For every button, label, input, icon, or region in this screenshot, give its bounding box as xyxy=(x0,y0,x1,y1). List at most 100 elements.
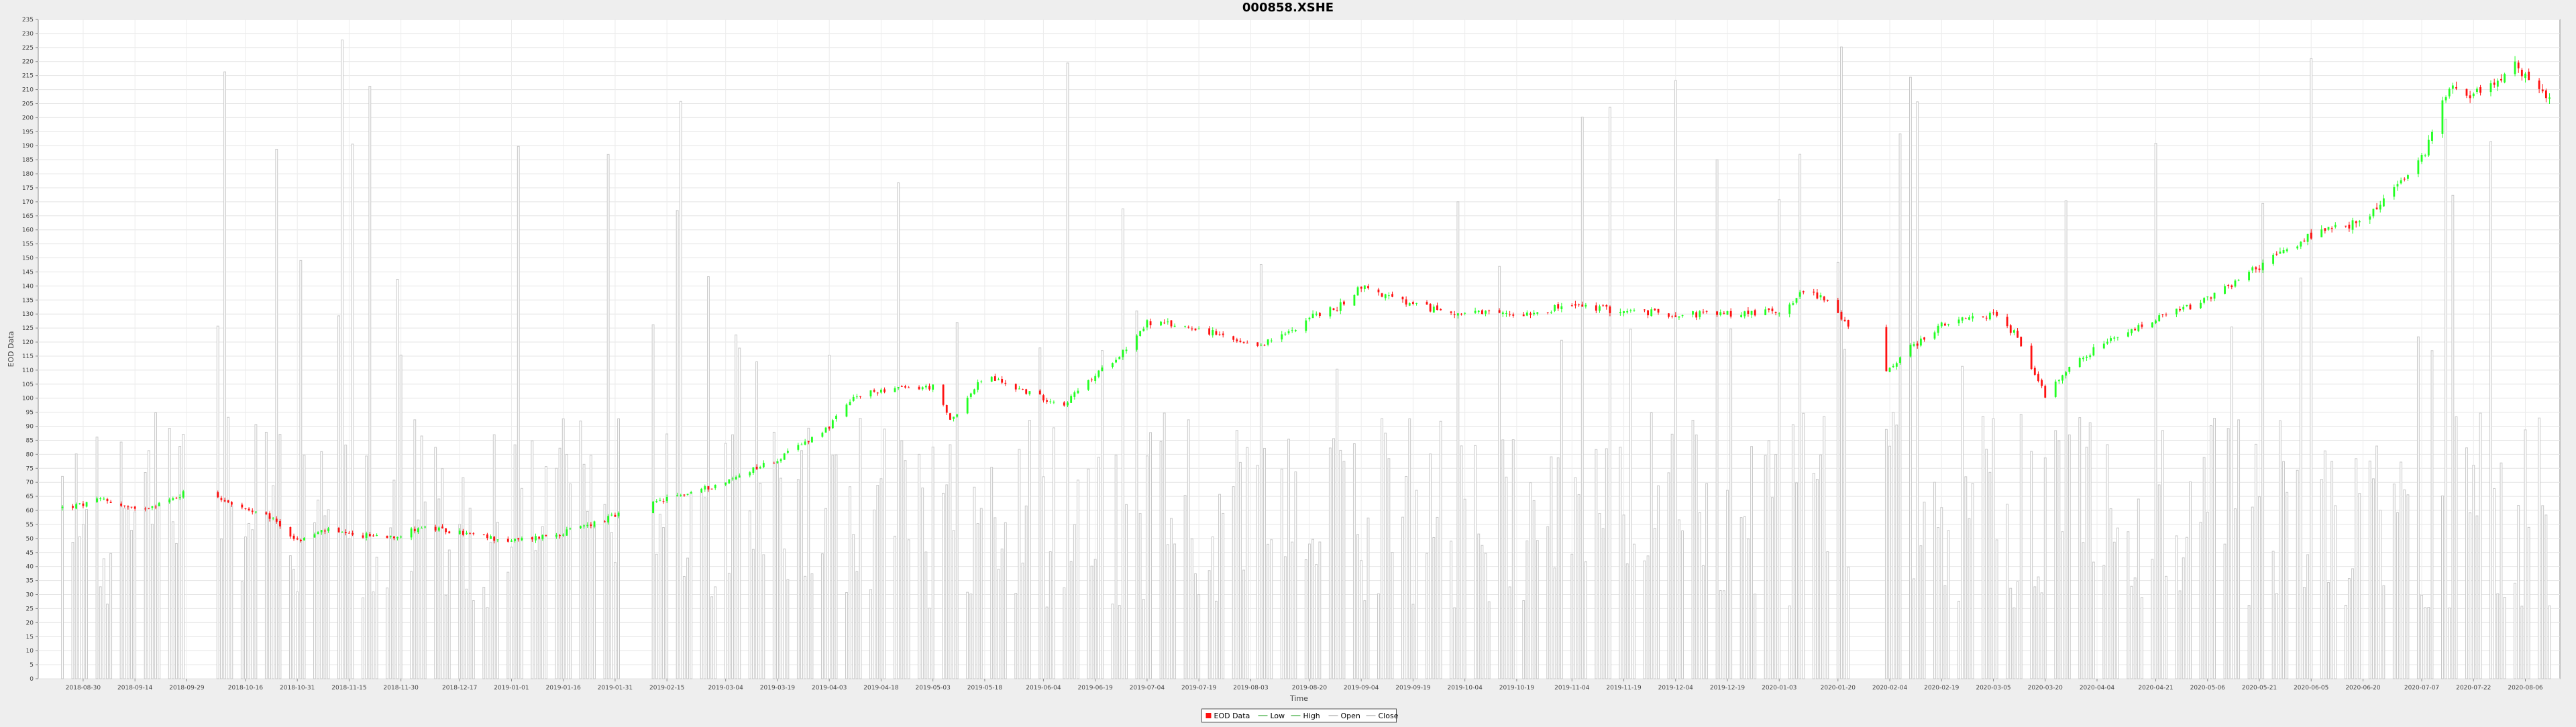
candle-body xyxy=(1239,340,1242,342)
y-tick-label: 110 xyxy=(22,368,34,374)
volume-bar xyxy=(2420,595,2423,679)
volume-bar xyxy=(2151,559,2154,679)
candle-body xyxy=(2176,309,2178,315)
candle-body xyxy=(82,503,85,506)
x-tick-label: 2019-08-03 xyxy=(1233,685,1268,691)
volume-bar xyxy=(2043,457,2047,679)
volume-bar xyxy=(1114,455,1118,679)
volume-bar xyxy=(1111,604,1114,679)
x-tick-label: 2020-04-21 xyxy=(2138,685,2173,691)
volume-bar xyxy=(2175,535,2178,679)
candle-body xyxy=(2131,329,2133,333)
candle-body xyxy=(707,486,710,490)
candle-body xyxy=(2030,345,2033,370)
candle-body xyxy=(924,386,927,388)
volume-bar xyxy=(272,485,275,679)
candle-body xyxy=(665,496,668,502)
volume-bar xyxy=(1215,600,1218,679)
candle-body xyxy=(728,479,731,484)
volume-bar xyxy=(1028,420,1031,679)
candle-body xyxy=(610,514,613,516)
candle-body xyxy=(1194,328,1197,331)
candle-body xyxy=(2251,267,2254,271)
volume-bar xyxy=(1595,449,1598,679)
candle-body xyxy=(1287,331,1290,334)
volume-bar xyxy=(2310,58,2313,679)
volume-bar xyxy=(658,514,661,679)
candle-body xyxy=(807,441,810,443)
volume-bar xyxy=(1183,495,1187,679)
y-tick-label: 10 xyxy=(26,648,34,655)
y-tick-label: 75 xyxy=(26,465,34,472)
candle-body xyxy=(704,486,706,490)
volume-bar xyxy=(230,505,233,679)
volume-bar xyxy=(990,467,994,679)
candle-body xyxy=(337,528,340,533)
volume-bar xyxy=(2137,498,2140,679)
candle-body xyxy=(1585,304,1587,307)
volume-bar xyxy=(323,515,327,679)
candle-body xyxy=(2514,61,2516,74)
volume-bar xyxy=(1826,551,1829,679)
volume-bar xyxy=(2226,428,2230,679)
volume-bar xyxy=(1819,454,1822,679)
candle-body xyxy=(690,492,692,494)
candle-body xyxy=(2158,315,2161,322)
candle-body xyxy=(120,503,122,506)
volume-bar xyxy=(1474,445,1477,679)
candle-body xyxy=(506,539,509,542)
candle-body xyxy=(2213,292,2216,299)
volume-bar xyxy=(2213,418,2216,679)
volume-bar xyxy=(710,596,714,679)
candle-body xyxy=(1705,311,1708,312)
legend-label: High xyxy=(1303,712,1320,720)
volume-bar xyxy=(531,440,534,679)
volume-bar xyxy=(1411,604,1415,679)
volume-bar xyxy=(420,435,423,679)
volume-bar xyxy=(151,523,154,679)
candle-body xyxy=(2445,97,2447,101)
volume-bar xyxy=(1947,530,1950,679)
y-tick-label: 225 xyxy=(22,45,34,52)
volume-bar xyxy=(1843,349,1847,679)
candle-body xyxy=(973,389,975,394)
candle-body xyxy=(1160,321,1162,326)
y-tick-label: 45 xyxy=(26,550,34,557)
volume-bar xyxy=(1097,457,1100,679)
volume-bar xyxy=(1968,518,1971,679)
candle-body xyxy=(738,475,741,478)
volume-bar xyxy=(417,519,420,679)
volume-bar xyxy=(2254,443,2257,679)
volume-bar xyxy=(1943,585,1947,679)
volume-bar xyxy=(679,101,682,679)
candle-body xyxy=(1087,380,1089,390)
volume-bar xyxy=(264,431,268,679)
candle-body xyxy=(1139,331,1142,336)
volume-bar xyxy=(1000,549,1004,679)
volume-bar xyxy=(1653,528,1656,679)
volume-bar xyxy=(707,276,710,679)
candle-body xyxy=(2203,298,2206,303)
candle-body xyxy=(1764,309,1767,315)
volume-bar xyxy=(313,522,316,679)
candle-body xyxy=(1968,317,1970,320)
x-tick-label: 2019-06-04 xyxy=(1026,685,1061,691)
volume-bar xyxy=(1069,561,1073,679)
volume-bar xyxy=(1884,429,1888,679)
candle-body xyxy=(2355,221,2357,223)
candle-body xyxy=(1750,311,1753,315)
candle-body xyxy=(1996,311,1998,316)
volume-bar xyxy=(537,539,541,679)
candle-body xyxy=(1916,343,1919,346)
volume-bar xyxy=(1477,533,1481,679)
volume-bar xyxy=(1988,471,1992,679)
volume-bar xyxy=(434,447,437,679)
candle-body xyxy=(2234,280,2237,287)
volume-bar xyxy=(1287,439,1290,679)
candle-body xyxy=(752,467,755,473)
candle-body xyxy=(1788,304,1791,314)
volume-bar xyxy=(365,455,368,679)
volume-bar xyxy=(102,558,105,679)
candle-body xyxy=(849,402,851,406)
y-tick-label: 70 xyxy=(26,480,34,486)
